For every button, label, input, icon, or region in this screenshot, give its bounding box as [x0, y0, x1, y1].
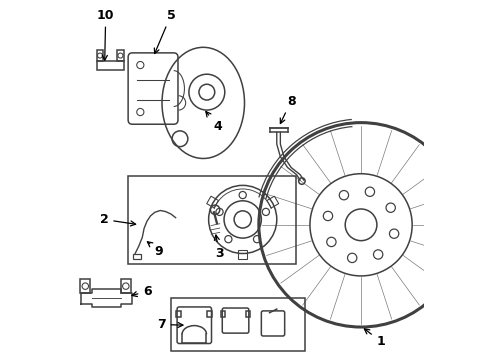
Bar [238, 250, 246, 258]
Text: 2: 2 [100, 213, 135, 226]
Text: 5: 5 [154, 9, 175, 54]
Text: 4: 4 [205, 112, 222, 133]
Bar [97, 50, 103, 61]
Bar [176, 311, 181, 318]
Bar [221, 311, 224, 317]
Bar [207, 311, 212, 318]
Bar [171, 298, 305, 351]
Text: 1: 1 [364, 329, 385, 348]
Text: 3: 3 [214, 235, 223, 260]
Text: 6: 6 [132, 285, 152, 298]
Text: 8: 8 [280, 95, 295, 123]
Bar [206, 196, 218, 208]
Text: 9: 9 [147, 242, 163, 257]
Bar [80, 279, 90, 293]
Bar [97, 61, 123, 69]
Text: 7: 7 [157, 318, 183, 331]
Bar [132, 253, 140, 259]
Bar [128, 176, 296, 264]
Bar [266, 196, 278, 208]
Text: 10: 10 [97, 9, 114, 60]
Bar [117, 50, 123, 61]
Bar [121, 279, 131, 293]
Bar [246, 311, 249, 317]
